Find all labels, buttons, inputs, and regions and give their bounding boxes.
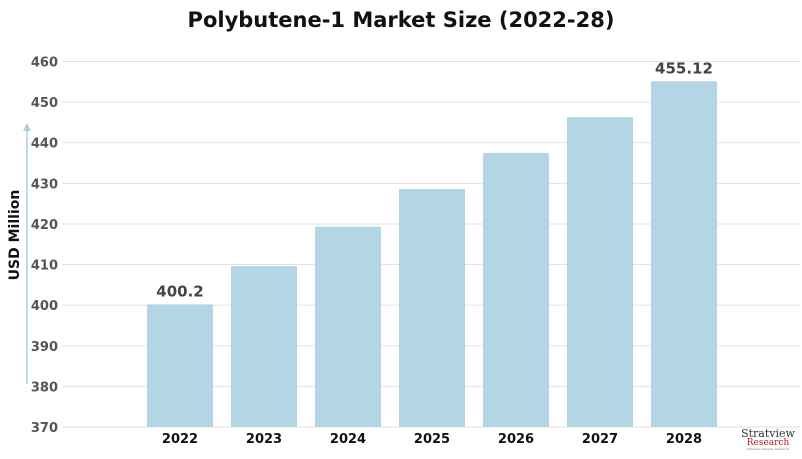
bar-2024 <box>315 226 381 427</box>
y-axis-arrow-icon <box>23 123 31 131</box>
y-tick-label: 460 <box>31 56 58 71</box>
y-tick-label: 390 <box>31 340 58 355</box>
y-tick-label: 380 <box>31 380 58 395</box>
y-tick-label: 440 <box>31 137 58 152</box>
logo-line3: Strategic Insights Delivered <box>746 447 790 451</box>
bar-2025 <box>399 189 465 427</box>
y-axis-label: USD Million <box>7 190 23 281</box>
x-tick-label: 2028 <box>666 432 702 447</box>
bar-2022 <box>147 304 213 427</box>
x-tick-label: 2026 <box>498 432 534 447</box>
data-label: 400.2 <box>156 282 203 300</box>
y-tick-label: 420 <box>31 218 58 233</box>
x-tick-label: 2023 <box>246 432 282 447</box>
y-tick-label: 410 <box>31 259 58 274</box>
logo-line1: Stratview <box>741 427 795 440</box>
y-tick-label: 400 <box>31 299 58 314</box>
y-tick-label: 430 <box>31 177 58 192</box>
bar-2028 <box>651 81 717 427</box>
stratview-logo: Stratview Research Strategic Insights De… <box>738 428 798 451</box>
y-tick-label: 450 <box>31 96 58 111</box>
y-tick-label: 370 <box>31 421 58 436</box>
x-tick-label: 2024 <box>330 432 366 447</box>
bar-2027 <box>567 117 633 428</box>
bar-2026 <box>483 152 549 427</box>
x-tick-label: 2027 <box>582 432 618 447</box>
data-label: 455.12 <box>655 59 713 77</box>
x-tick-label: 2025 <box>414 432 450 447</box>
bar-2023 <box>231 266 297 427</box>
chart-title: Polybutene-1 Market Size (2022-28) <box>187 8 615 32</box>
logo-line2: Research <box>746 438 790 448</box>
x-tick-label: 2022 <box>162 432 198 447</box>
